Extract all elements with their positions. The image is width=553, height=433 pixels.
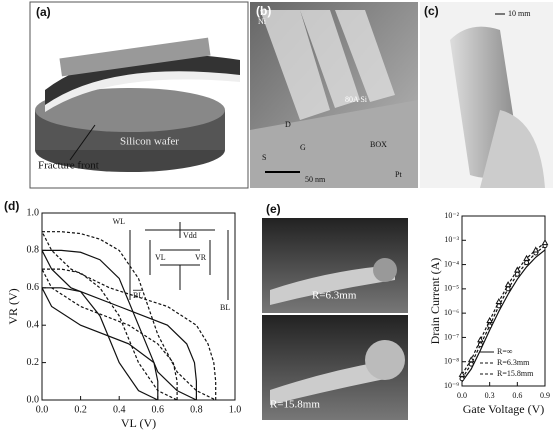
- y-axis-label: VR (V): [6, 288, 20, 324]
- panel-c: (c) 10 mm: [420, 2, 553, 188]
- x-tick-label: 0.9: [540, 391, 550, 400]
- series-line: [42, 250, 196, 400]
- x-tick-label: 0.0: [36, 404, 49, 415]
- circuit-label: Vdd: [183, 231, 197, 240]
- y-tick-label: 10⁻⁹: [444, 381, 459, 390]
- legend-label: R=6.3mm: [497, 358, 530, 367]
- y-tick-label: 10⁻³: [444, 235, 459, 244]
- y-tick-label: 0.8: [27, 245, 40, 256]
- circuit-label: VR: [195, 253, 207, 262]
- annotation: Ni: [258, 17, 267, 26]
- panel-label: (d): [4, 199, 19, 213]
- annotation: Fracture front: [38, 160, 99, 172]
- y-tick-label: 10⁻²: [444, 211, 459, 220]
- x-tick-label: 1.0: [229, 404, 242, 415]
- marker: [497, 304, 501, 308]
- x-tick-label: 0.4: [113, 404, 126, 415]
- plot-frame: [42, 213, 235, 400]
- annotation: R=15.8mm: [270, 399, 320, 411]
- y-tick-label: 0.0: [27, 394, 40, 405]
- annotation: Pt: [395, 170, 402, 179]
- panel-label: (c): [424, 4, 439, 18]
- scale-label: 10 mm: [508, 9, 531, 18]
- y-tick-label: 10⁻⁶: [444, 308, 459, 317]
- series-line: [42, 269, 177, 400]
- marker: [469, 362, 473, 366]
- annotation: BOX: [370, 140, 387, 149]
- x-tick-label: 0.8: [190, 404, 203, 415]
- y-axis-label: Drain Current (A): [428, 258, 442, 345]
- x-tick-label: 0.2: [74, 404, 87, 415]
- marker: [525, 261, 529, 265]
- circuit-label: BL: [133, 291, 143, 300]
- scale-label: 50 nm: [305, 175, 326, 184]
- figure: (a) Silicon wafer Fracture front (b) Ni …: [0, 0, 553, 433]
- marker: [543, 240, 548, 245]
- series-line: [42, 288, 158, 400]
- series-line: [42, 269, 177, 400]
- series-line: [42, 232, 216, 400]
- panel-b: (b) Ni 80A Si BOX G S D Pt 50 nm: [250, 2, 418, 188]
- legend-label: R=15.8mm: [497, 369, 534, 378]
- panel-e: (e) R=6.3mm R=15.8mm: [262, 202, 408, 420]
- x-tick-label: 0.3: [485, 391, 495, 400]
- x-tick-label: 0.6: [152, 404, 165, 415]
- marker: [469, 357, 474, 362]
- marker: [487, 318, 492, 323]
- circuit-label: VL: [155, 253, 166, 262]
- series-line: [42, 250, 196, 400]
- panel-a: (a) Silicon wafer Fracture front: [30, 2, 248, 188]
- annotation: D: [285, 120, 291, 129]
- y-tick-label: 1.0: [27, 207, 40, 218]
- y-tick-label: 0.6: [27, 282, 40, 293]
- annotation: Silicon wafer: [120, 136, 179, 148]
- panel-label: (e): [266, 202, 281, 216]
- series-line: [42, 288, 158, 400]
- legend-label: R=∞: [497, 347, 513, 356]
- circuit-label: WL: [113, 217, 126, 226]
- annotation: R=6.3mm: [312, 290, 357, 302]
- marker: [533, 247, 538, 252]
- annotation: S: [262, 153, 266, 162]
- annotation: G: [300, 143, 306, 152]
- y-tick-label: 10⁻⁴: [444, 259, 459, 268]
- marker: [460, 377, 464, 381]
- y-tick-label: 10⁻⁵: [444, 284, 459, 293]
- marker: [506, 282, 511, 287]
- y-tick-label: 0.4: [27, 319, 40, 330]
- marker: [496, 299, 501, 304]
- annotation: 80A Si: [345, 95, 368, 104]
- marker: [478, 337, 483, 342]
- x-axis-label: Gate Voltage (V): [463, 402, 545, 416]
- y-tick-label: 0.2: [27, 357, 40, 368]
- x-tick-label: 0.6: [512, 391, 522, 400]
- panel-label: (a): [36, 5, 51, 19]
- y-tick-label: 10⁻⁷: [444, 332, 459, 341]
- series-line: [42, 232, 216, 400]
- x-axis-label: VL (V): [121, 416, 156, 430]
- y-tick-label: 10⁻⁸: [444, 357, 459, 366]
- x-tick-label: 0.0: [457, 391, 467, 400]
- circuit-label: BL: [220, 303, 230, 312]
